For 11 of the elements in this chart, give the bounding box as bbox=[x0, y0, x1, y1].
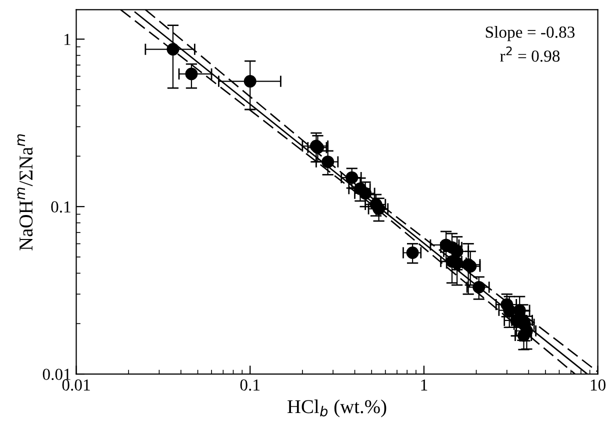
x-tick-label: 1 bbox=[421, 379, 428, 390]
y-axis-title: NaOH$^{m}$/ΣNa$^{m}$ bbox=[17, 134, 33, 250]
x-tick-label: 0.1 bbox=[240, 379, 260, 391]
annotation: Slope = -0.83 bbox=[486, 26, 575, 42]
x-tick-label: 10 bbox=[590, 379, 606, 391]
x-tick-label: 0.01 bbox=[62, 379, 90, 391]
y-tick-label: 1 bbox=[64, 34, 70, 45]
x-axis-title: HCl$_{b}$ (wt.%) bbox=[288, 400, 386, 418]
annotation: r$^{2}$ = 0.98 bbox=[500, 46, 560, 62]
y-tick-label: 0.1 bbox=[51, 201, 70, 213]
y-tick-label: 0.01 bbox=[42, 368, 70, 380]
